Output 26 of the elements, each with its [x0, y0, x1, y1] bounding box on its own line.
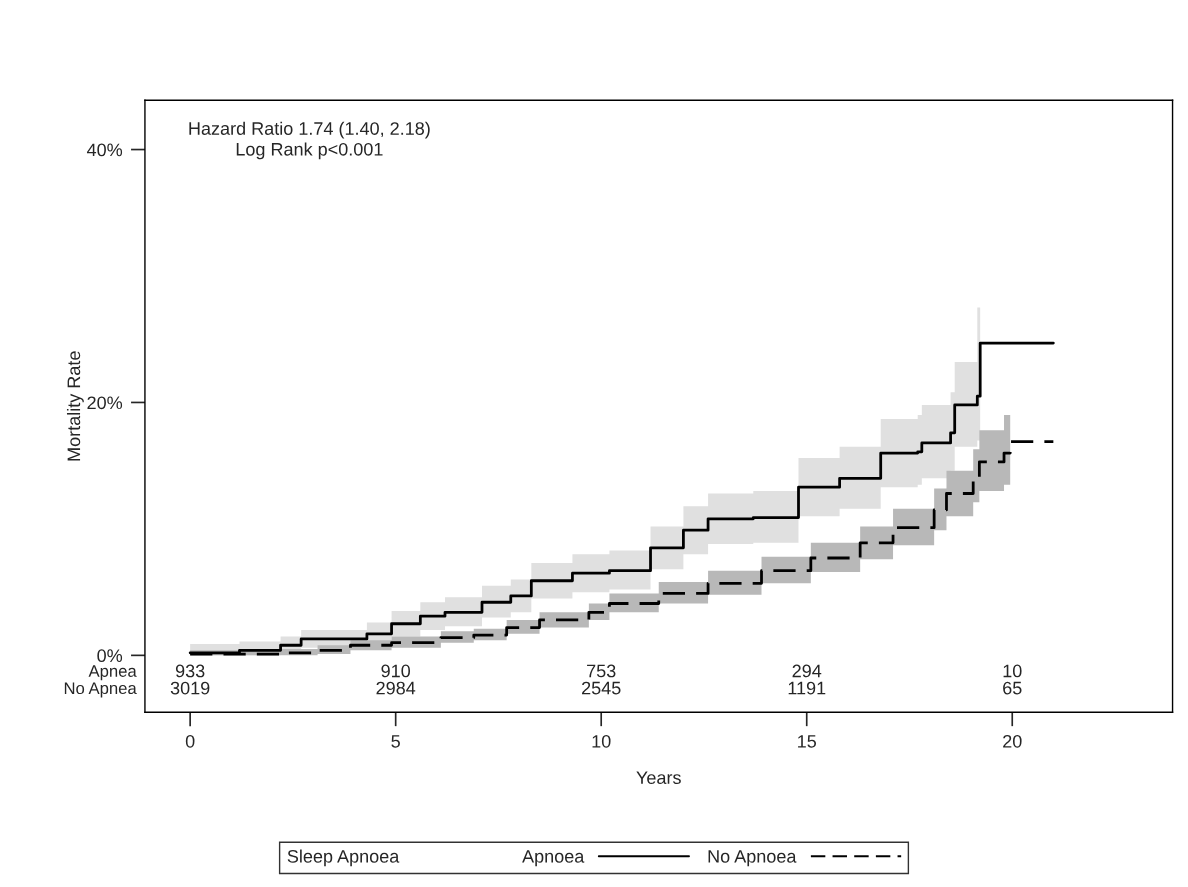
annotation: 294	[792, 664, 822, 678]
x-tick-label: 0	[185, 734, 195, 748]
annotation: 2545	[582, 681, 621, 695]
y-tick-label: 0%	[97, 649, 123, 663]
y-tick-label: 20%	[87, 396, 123, 410]
annotation: 1191	[788, 681, 826, 695]
legend-label: No Apnoea	[708, 850, 797, 867]
annotation: 3019	[170, 681, 210, 695]
x-tick-label: 20	[1003, 734, 1022, 748]
annotation: 65	[1003, 681, 1022, 695]
text: Apnea	[88, 665, 137, 681]
y-axis-title: Mortality Rate	[66, 351, 84, 461]
annotation: 2984	[376, 681, 416, 695]
legend-title: Sleep Apnoea	[287, 849, 400, 867]
annotation: 753	[587, 664, 616, 678]
text: No Apnea	[64, 682, 137, 698]
x-tick-label: 5	[391, 735, 400, 748]
annotation: Hazard Ratio 1.74 (1.40, 2.18) Log Rank p<0.001	[189, 121, 430, 160]
legend-label: Apnoea	[522, 850, 585, 867]
annotation: 933	[175, 664, 205, 678]
x-tick-label: 15	[798, 735, 817, 748]
x-tick-label: 10	[592, 734, 611, 748]
annotation: 910	[381, 664, 411, 678]
x-axis-title: Years	[636, 771, 681, 785]
y-tick-label: 40%	[86, 143, 123, 157]
annotation: 10	[1003, 664, 1022, 678]
